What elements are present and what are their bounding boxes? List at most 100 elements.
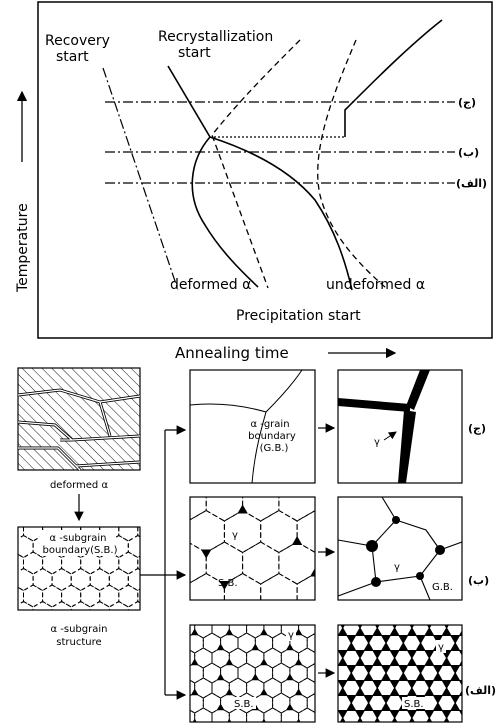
precipitate bbox=[260, 628, 268, 636]
subgrain-boundary bbox=[70, 600, 91, 610]
precipitate bbox=[363, 642, 374, 651]
precipitate bbox=[372, 680, 383, 689]
subgrain-boundary bbox=[147, 602, 166, 624]
connectors bbox=[140, 423, 336, 700]
precipitate bbox=[354, 650, 366, 659]
precipitate bbox=[251, 643, 260, 651]
subgrain-boundary bbox=[260, 572, 298, 600]
subgrain-boundary bbox=[317, 693, 334, 713]
precipitate bbox=[392, 516, 400, 524]
precipitate bbox=[320, 687, 330, 696]
subgrain-boundary bbox=[160, 618, 177, 638]
subgrain-boundary bbox=[133, 605, 169, 647]
precipitate bbox=[320, 597, 330, 606]
label-bg bbox=[40, 530, 116, 556]
subgrain-boundary bbox=[351, 603, 368, 623]
x-axis-label: Annealing time bbox=[175, 344, 289, 362]
precipitate bbox=[424, 680, 435, 689]
precipitate bbox=[485, 665, 495, 674]
precipitate bbox=[338, 687, 348, 696]
precipitate bbox=[441, 657, 452, 666]
subgrain-panel: α -subgrain boundary(S.B.) α -subgrain s… bbox=[0, 503, 166, 648]
precipitate bbox=[216, 703, 225, 711]
precipitate bbox=[458, 630, 462, 636]
subgrain-boundary bbox=[334, 603, 351, 623]
precipitate bbox=[296, 718, 301, 722]
precipitate bbox=[485, 605, 495, 614]
precipitate bbox=[467, 635, 477, 644]
precipitate bbox=[458, 680, 462, 686]
inner-label: α -subgrain bbox=[50, 533, 107, 544]
precipitate bbox=[458, 650, 462, 656]
precipitate bbox=[225, 658, 234, 666]
precipitate bbox=[310, 568, 315, 577]
precipitate bbox=[286, 643, 294, 651]
subgrain-boundary bbox=[0, 585, 5, 607]
subgrain-boundary bbox=[14, 503, 33, 525]
precipitate bbox=[424, 657, 435, 666]
subgrain-boundary bbox=[325, 603, 342, 623]
precipitate bbox=[286, 703, 294, 711]
precipitate bbox=[458, 690, 462, 696]
precipitate bbox=[346, 642, 357, 651]
row-b: γ S.B. γ G.B. (ب) bbox=[133, 442, 489, 647]
undeformed-label: undeformed α bbox=[326, 277, 425, 293]
precipitate bbox=[354, 680, 366, 689]
precipitate bbox=[173, 599, 181, 606]
precipitate bbox=[381, 612, 391, 621]
precipitate bbox=[190, 658, 199, 666]
precipitate bbox=[398, 612, 408, 621]
precipitate bbox=[312, 605, 322, 614]
precipitate bbox=[190, 628, 199, 636]
precipitate bbox=[165, 442, 175, 451]
precipitation-label: Precipitation start bbox=[236, 308, 361, 324]
subgrain-boundary bbox=[306, 692, 315, 714]
precipitate bbox=[237, 504, 248, 514]
precipitate bbox=[219, 581, 230, 590]
subgrain-boundary bbox=[147, 503, 166, 525]
precipitate bbox=[461, 720, 462, 722]
subgrain-boundary bbox=[128, 503, 147, 525]
subgrain-boundary bbox=[473, 633, 490, 653]
precipitate bbox=[165, 614, 173, 621]
subgrain-boundary bbox=[403, 603, 420, 623]
precipitate bbox=[415, 605, 425, 614]
precipitate bbox=[406, 680, 418, 689]
precipitate bbox=[346, 635, 357, 644]
precipitate bbox=[346, 612, 356, 621]
subgrain-boundary bbox=[0, 536, 14, 558]
precipitate bbox=[320, 657, 330, 666]
label: S.B. bbox=[234, 699, 254, 710]
precipitate bbox=[165, 704, 173, 711]
precipitate bbox=[346, 702, 357, 711]
precipitate bbox=[398, 672, 409, 681]
subgrain-boundary bbox=[70, 567, 91, 592]
precipitate bbox=[371, 577, 381, 587]
precipitate bbox=[380, 635, 392, 644]
precipitate bbox=[338, 635, 340, 638]
subgrain-boundary bbox=[169, 633, 186, 653]
subgrain-boundary bbox=[118, 584, 139, 608]
precipitate bbox=[227, 718, 232, 722]
precipitate bbox=[433, 612, 443, 621]
precipitate bbox=[415, 672, 426, 681]
precipitate bbox=[338, 627, 348, 636]
precipitate bbox=[291, 536, 303, 545]
precipitate bbox=[182, 614, 190, 621]
subgrain-boundary bbox=[464, 648, 481, 668]
precipitate bbox=[354, 627, 366, 636]
precipitate bbox=[146, 518, 156, 527]
subgrain-boundary bbox=[169, 663, 186, 683]
precipitate bbox=[424, 627, 435, 636]
precipitate bbox=[450, 642, 461, 651]
precipitate bbox=[346, 665, 357, 674]
caption: α -subgrain bbox=[51, 624, 108, 635]
label: (G.B.) bbox=[260, 443, 289, 454]
label: γ bbox=[232, 530, 238, 541]
precipitate bbox=[363, 702, 374, 711]
deformed-label: deformed α bbox=[170, 277, 251, 293]
precipitate bbox=[450, 702, 461, 711]
precipitate bbox=[450, 605, 460, 614]
grain-boundary-inner bbox=[17, 389, 141, 471]
deformed-panel: deformed α bbox=[17, 367, 141, 522]
